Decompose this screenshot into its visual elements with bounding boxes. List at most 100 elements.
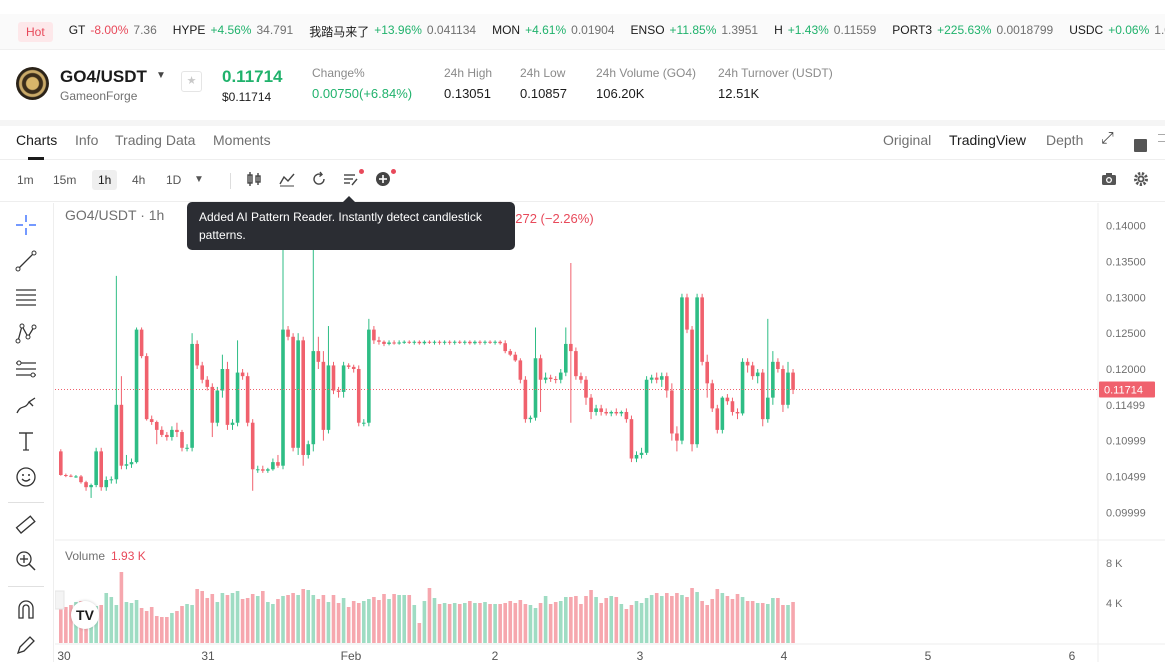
candle-body [271,462,275,470]
candle-body [619,411,624,414]
chart-tabs: Charts Info Trading Data Moments Origina… [0,120,1165,160]
add-plugin-icon[interactable] [374,169,396,189]
emoji-icon[interactable] [14,466,38,490]
horizontal-lines-icon[interactable] [14,286,38,310]
candle-body [518,360,523,380]
ticker-item[interactable]: GT -8.00% 7.36 [69,23,157,40]
timeframe-4h[interactable]: 4h [132,173,146,187]
candle-body [291,336,295,448]
crosshair-icon[interactable] [14,214,38,238]
timeframe-1h[interactable]: 1h [92,170,118,190]
ticker-item[interactable]: 我踏马来了 +13.96% 0.041134 [309,23,476,40]
volume-bar [387,599,391,643]
tab-charts[interactable]: Charts [16,132,58,148]
turnover-value: 12.51K [718,86,760,101]
volume-bar [766,604,770,643]
ticker-price: 0.01904 [571,23,615,37]
ticker-price: 1.0017 [1154,23,1165,37]
ticker-item[interactable]: HYPE +4.56% 34.791 [173,23,293,40]
volume-bar [715,589,720,643]
change-value: 0.00750(+6.84%) [312,86,413,101]
volume-bar [447,604,452,643]
ticker-change: +1.43% [787,23,829,37]
tab-info[interactable]: Info [75,132,99,148]
tab-original[interactable]: Original [883,132,932,148]
volume-bar [558,601,563,643]
last-price: 0.11714 [222,67,283,86]
candle-body [104,480,109,488]
pattern-reader-icon[interactable] [342,169,364,189]
volume-bar [422,601,427,643]
pattern-tool-icon[interactable] [14,322,38,346]
favorite-star-icon[interactable]: ★ [181,71,202,92]
volume-stat: 24h Volume (GO4) 106.20K [596,66,696,101]
ticker-item[interactable]: USDC +0.06% 1.0017 [1069,23,1165,40]
ticker-item[interactable]: MON +4.61% 0.01904 [492,23,614,40]
tab-trading-data[interactable]: Trading Data [115,132,196,148]
trend-line-icon[interactable] [14,250,38,274]
candle-body [447,341,452,343]
project-name: GameonForge [60,89,138,103]
volume-bar [160,617,164,643]
tab-moments[interactable]: Moments [213,132,271,148]
volume-bar [599,603,603,643]
candle-body [781,369,785,405]
tradingview-logo[interactable]: TV [71,601,99,629]
pair-dropdown-icon[interactable]: ▼ [156,70,166,81]
hot-label[interactable]: Hot [18,21,53,42]
replay-icon[interactable] [310,171,328,189]
ticker-item[interactable]: ENSO +11.85% 1.3951 [631,23,759,40]
candle-body [402,341,406,343]
ruler-icon[interactable] [14,514,38,538]
fib-tool-icon[interactable] [14,358,38,382]
indicators-icon[interactable] [278,171,296,189]
magnet-icon[interactable] [14,598,38,622]
timeframe-1d[interactable]: 1D [166,173,182,187]
candle-body [417,341,422,344]
fullscreen-icon[interactable]: ⤢ [1101,130,1114,147]
volume-bar [745,601,750,643]
candle-body [205,379,210,387]
candle-body [488,341,492,343]
brush-icon[interactable] [14,394,38,418]
camera-icon[interactable] [1100,171,1118,189]
candle-body [710,383,715,409]
ticker-item[interactable]: H +1.43% 0.11559 [774,23,876,40]
zoom-in-icon[interactable] [14,550,38,574]
text-tool-icon[interactable] [14,430,38,454]
ticker-item[interactable]: PORT3 +225.63% 0.0018799 [892,23,1053,40]
pair-name[interactable]: GO4/USDT [60,67,147,86]
candle-body [735,411,740,414]
candle-body [538,358,543,380]
tab-depth[interactable]: Depth [1046,132,1084,148]
volume-tick-label: 8 K [1106,558,1123,570]
timeframe-15m[interactable]: 15m [53,173,77,187]
menu-icon[interactable] [1158,134,1165,142]
drawing-toolbar [0,203,54,662]
settings-gear-icon[interactable] [1132,171,1150,189]
candle-body [139,329,144,357]
ticker-price: 7.36 [133,23,157,37]
volume-bar [624,609,629,643]
candle-body [392,342,396,344]
candle-body [119,404,124,466]
volume-bar [89,613,93,643]
tab-tradingview[interactable]: TradingView [949,132,1027,148]
feature-tooltip: Added AI Pattern Reader. Instantly detec… [187,196,515,250]
candle-body [665,376,669,391]
timeframe-dropdown-icon[interactable]: ▼ [194,174,204,185]
candle-body [659,376,664,380]
price-tick-label: 0.09999 [1106,507,1146,519]
ticker-change: +4.61% [525,23,567,37]
volume-bar [604,598,608,643]
candle-type-icon[interactable] [245,171,263,189]
price-chart[interactable]: 0.14000 0.13500 0.13000 0.12500 0.12000 0.114… [55,203,1165,662]
layout-icon[interactable] [1134,139,1147,152]
volume-bar [250,594,255,643]
candle-body [776,361,780,369]
timeframe-1m[interactable]: 1m [17,173,34,187]
ticker-price: 0.041134 [426,23,477,37]
pencil-lock-icon[interactable] [14,634,38,658]
volume-bar [341,598,346,643]
candle-body [225,369,230,425]
